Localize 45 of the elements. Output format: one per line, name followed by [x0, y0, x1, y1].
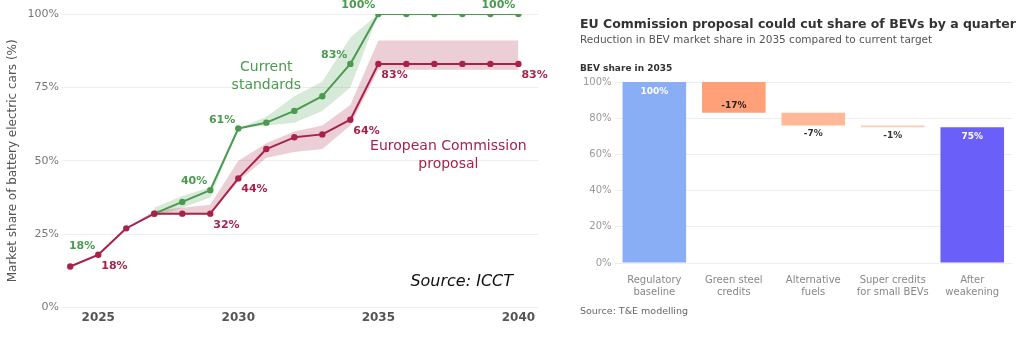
data-label: 44% [241, 182, 268, 196]
data-label: 75% [961, 131, 984, 142]
y-tick-label: 25% [34, 227, 59, 241]
data-label: 83% [321, 47, 348, 61]
y-tick-label: 50% [34, 153, 59, 167]
data-label: -17% [721, 99, 747, 110]
y-tick-label: 80% [589, 111, 612, 123]
annotation: Source: ICCT [410, 270, 515, 290]
x-tick-label: Green steel credits [704, 273, 763, 297]
data-label: 100% [341, 0, 376, 11]
y-tick-label: 40% [589, 184, 612, 196]
x-tick-label: 2025 [81, 309, 115, 324]
annotation: 18% [68, 238, 96, 252]
x-tick-label: 2040 [501, 309, 536, 324]
series-label: European Commission proposal [370, 136, 527, 171]
data-label: 100% [481, 0, 516, 11]
x-tick-label: Alternative fuels [785, 273, 841, 297]
y-tick-label: 0% [41, 300, 59, 314]
data-label: -7% [803, 128, 823, 139]
data-label: 61% [208, 112, 236, 126]
data-label: 32% [213, 217, 240, 231]
y-axis-title: Market share of battery electric cars (%) [5, 39, 20, 283]
data-label: -1% [883, 130, 903, 141]
x-tick-label: Regulatory baseline [627, 273, 682, 297]
y-tick-label: 100% [27, 6, 59, 20]
chart-title: EU Commission proposal could cut share of BEVs by a quarter [580, 16, 1017, 31]
data-label: 83% [521, 67, 548, 81]
y-tick-label: 20% [589, 220, 612, 232]
data-label: 40% [180, 174, 208, 188]
source-note: Source: T&E modelling [580, 305, 689, 316]
x-tick-label: 2030 [221, 309, 256, 324]
data-label: 83% [381, 67, 408, 81]
series-label: Current standards [231, 57, 302, 92]
data-label: 100% [640, 86, 669, 96]
x-tick-label: Super credits for small BEVs [856, 273, 929, 297]
data-label: 18% [101, 258, 128, 272]
y-tick-label: 0% [595, 256, 612, 268]
data-label: 64% [353, 123, 380, 137]
y-tick-label: 60% [589, 147, 612, 159]
y-tick-label: 75% [34, 80, 59, 94]
y-tick-label: 100% [583, 75, 612, 87]
chart-subtitle: Reduction in BEV market share in 2035 compared to current target [580, 33, 934, 45]
x-tick-label: 2035 [361, 309, 396, 324]
y-axis-title: BEV share in 2035 [580, 63, 674, 73]
x-tick-label: After weakening [945, 273, 1000, 297]
